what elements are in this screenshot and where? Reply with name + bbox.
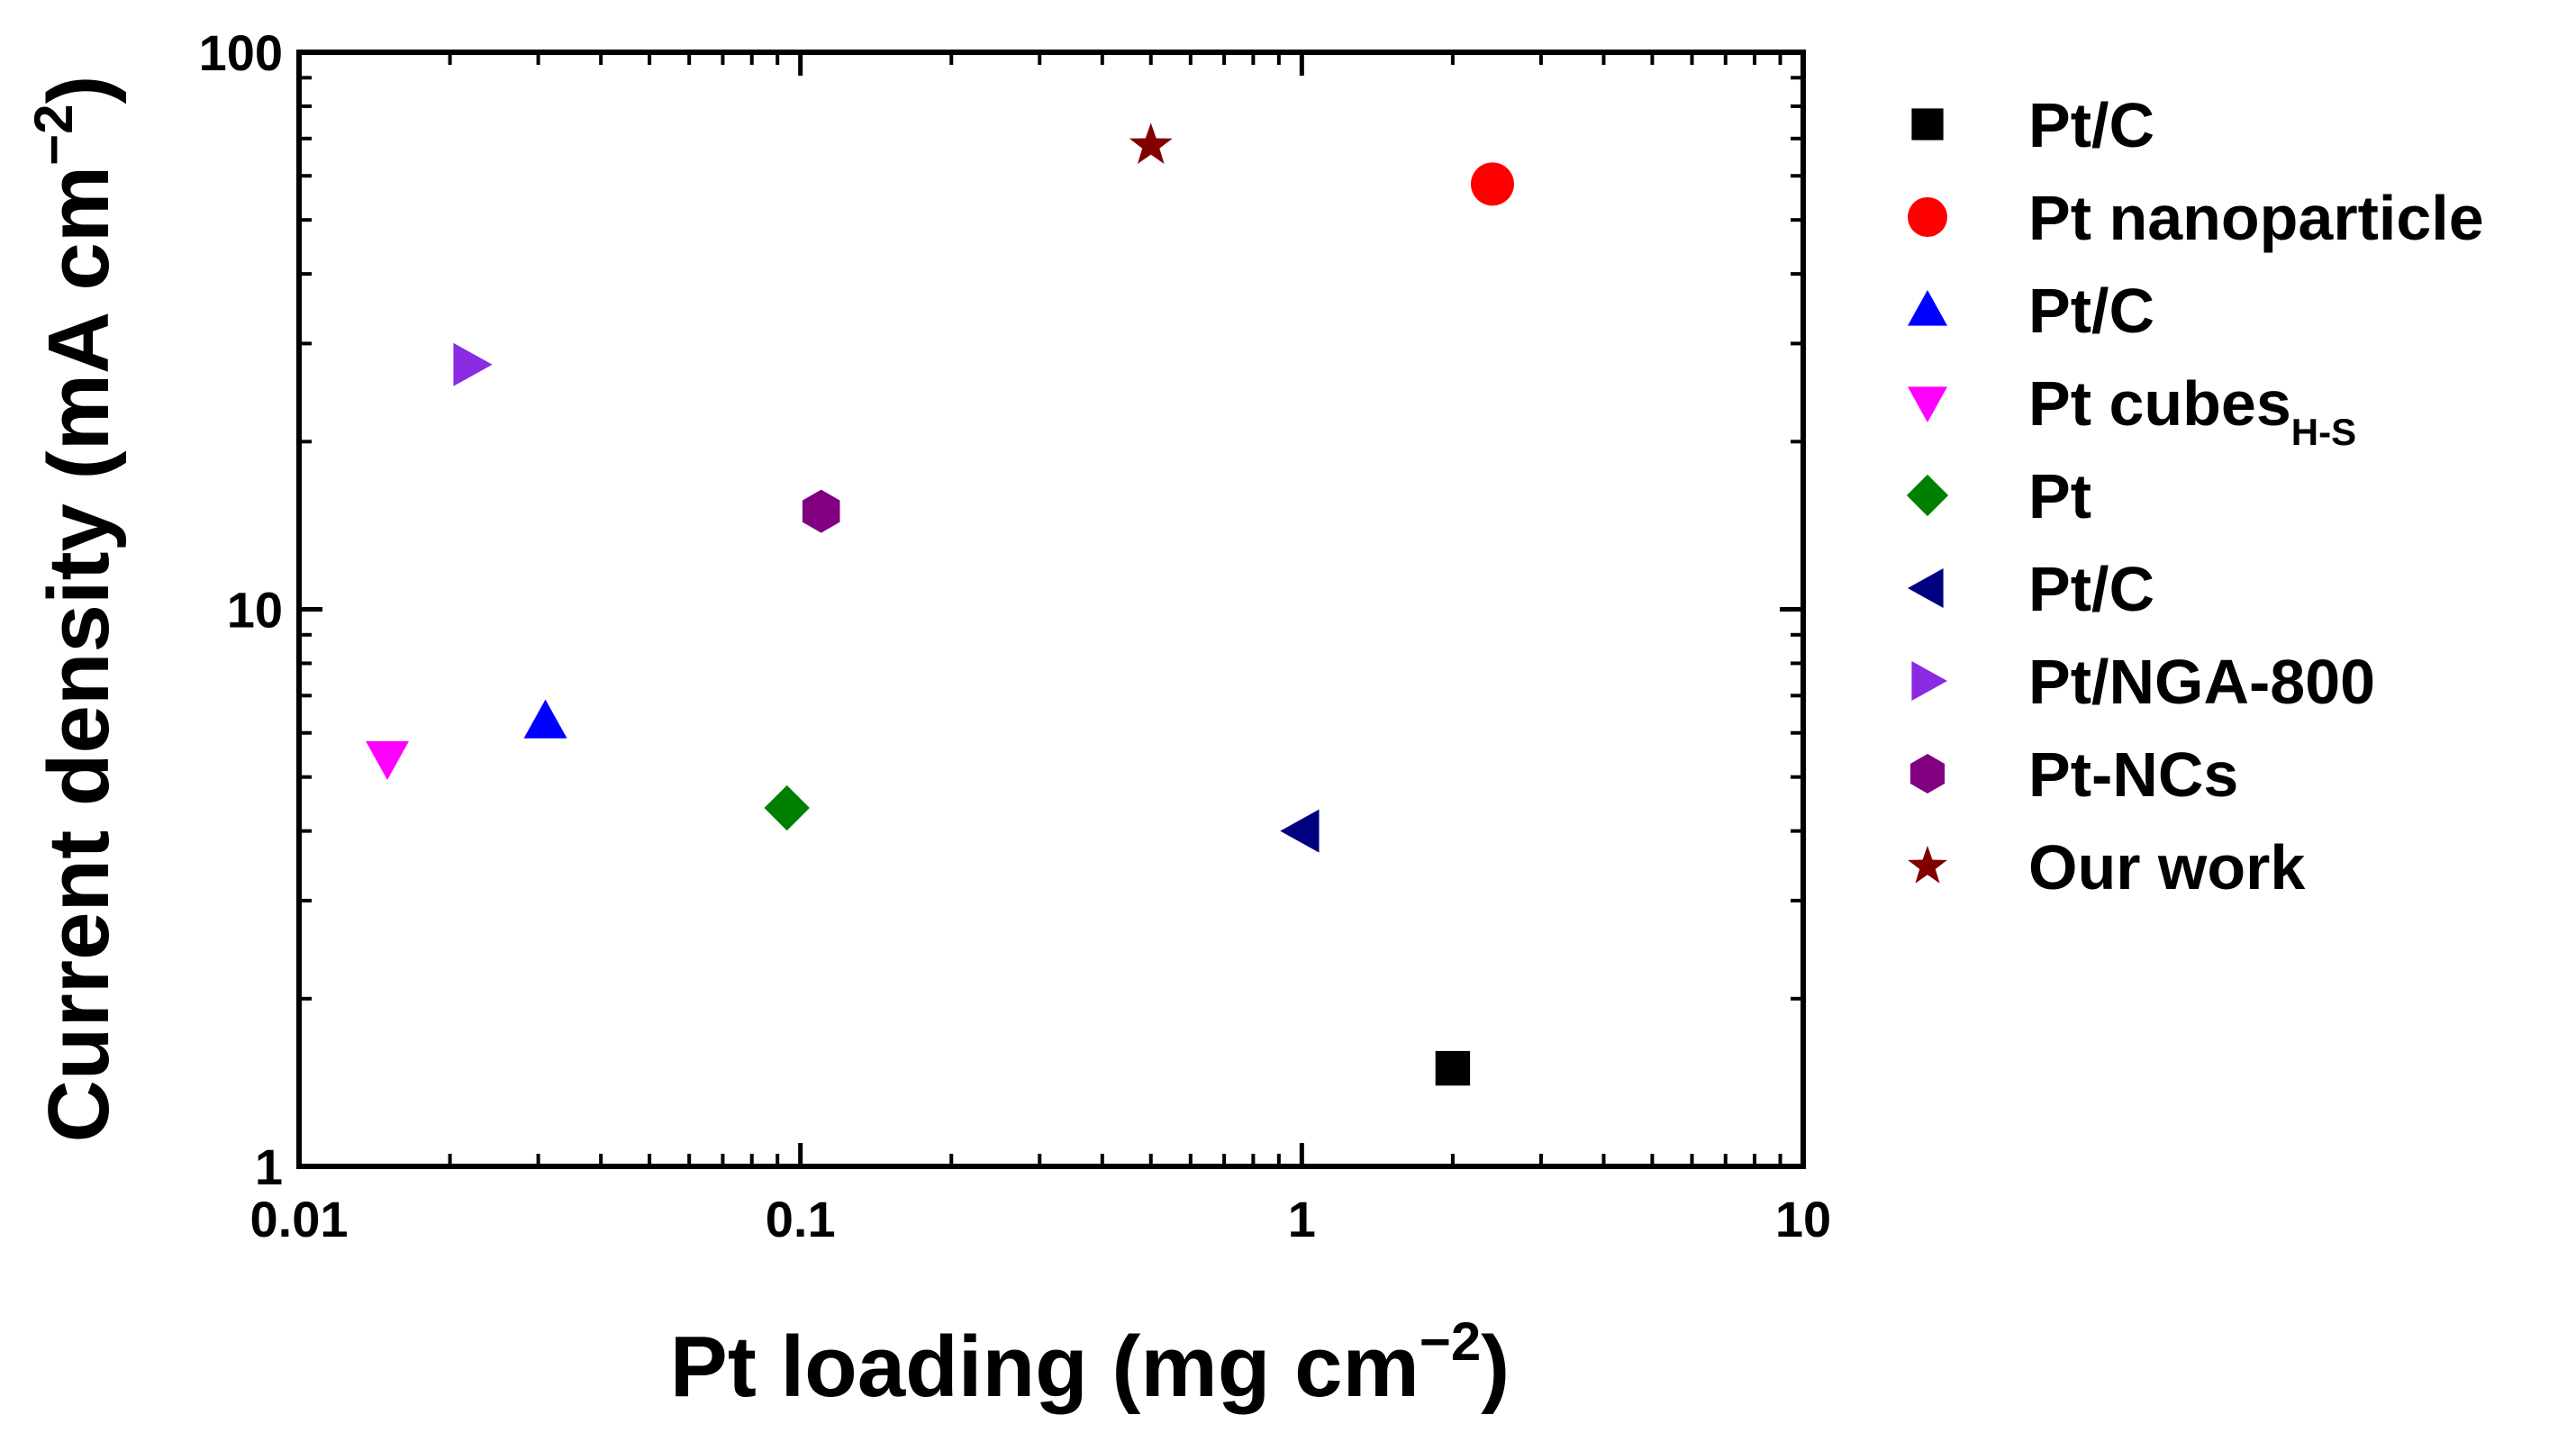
legend-marker-diamond (1906, 474, 1949, 517)
x-axis-title: Pt loading (mg cm−2) (670, 1311, 1510, 1415)
data-point-triangle-up (523, 699, 567, 739)
legend-marker-circle (1908, 197, 1947, 237)
data-point-triangle-left (1280, 809, 1320, 853)
legend-label: Pt (2028, 461, 2091, 531)
data-point-triangle-down (366, 740, 410, 781)
y-tick-label: 10 (227, 582, 283, 639)
x-tick-label: 1 (1288, 1191, 1316, 1247)
legend-marker-triangle-right (1911, 661, 1947, 701)
data-point-circle (1470, 162, 1514, 206)
legend-label: Pt/C (2028, 276, 2154, 346)
x-tick-label: 10 (1775, 1191, 1831, 1247)
legend-marker-triangle-up (1908, 290, 1947, 326)
legend-marker-square (1911, 108, 1944, 141)
plot-frame (296, 50, 1806, 1169)
data-point-star (1129, 122, 1173, 164)
data-point-square (1435, 1050, 1471, 1086)
legend-label: Pt/NGA-800 (2028, 647, 2375, 717)
y-tick-label: 1 (255, 1138, 283, 1195)
legend-label: Our work (2028, 832, 2305, 902)
x-tick-label: 0.1 (766, 1191, 836, 1247)
data-point-triangle-right (453, 342, 493, 386)
data-points (366, 122, 1514, 1086)
x-tick-label: 0.01 (250, 1191, 349, 1247)
legend-marker-star (1908, 845, 1947, 884)
legend: Pt/C Pt nanoparticle Pt/C Pt cubesH-S Pt Pt/C… (1906, 90, 2484, 902)
legend-marker-hexagon (1909, 754, 1946, 794)
legend-label: Pt nanoparticle (2028, 183, 2484, 253)
major-ticks (296, 50, 1806, 1169)
legend-label: Pt cubesH-S (2028, 368, 2356, 453)
legend-label: Pt-NCs (2028, 739, 2238, 810)
legend-label: Pt/C (2028, 90, 2154, 160)
minor-ticks (299, 52, 1803, 1166)
data-point-diamond (764, 784, 810, 831)
y-axis-title: Current density (mA cm−2) (23, 75, 127, 1142)
data-point-hexagon (802, 489, 840, 533)
legend-marker-triangle-down (1908, 386, 1947, 422)
x-tick-labels: 0.01 0.1 1 10 (250, 1191, 1832, 1247)
legend-marker-triangle-left (1908, 568, 1944, 608)
legend-label: Pt/C (2028, 554, 2154, 624)
y-tick-label: 100 (199, 24, 283, 81)
y-tick-labels: 1 10 100 (199, 24, 283, 1195)
